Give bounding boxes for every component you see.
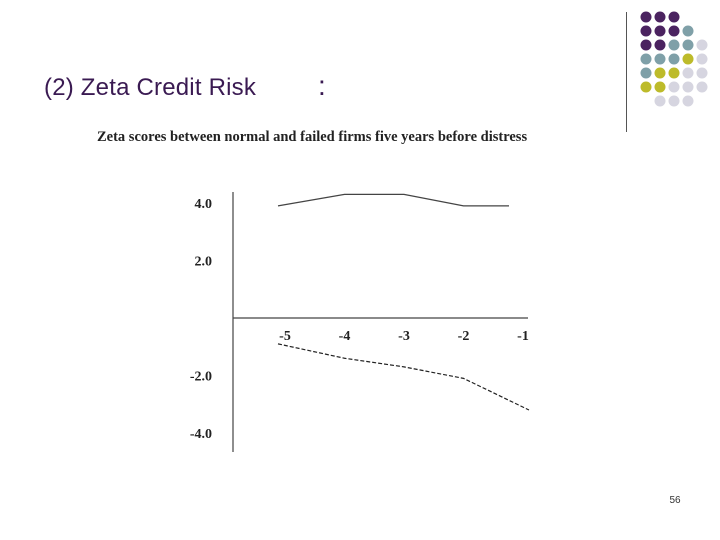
decor-dot — [640, 81, 652, 93]
decor-dot — [682, 67, 694, 79]
decor-vertical-rule — [626, 12, 627, 132]
y-tick-label: 4.0 — [195, 197, 213, 212]
decor-dot — [640, 11, 652, 23]
decor-dot — [696, 39, 708, 51]
x-tick-label: -4 — [339, 329, 351, 344]
decor-dot — [668, 25, 680, 37]
decor-dot — [654, 67, 666, 79]
decor-dot — [682, 39, 694, 51]
decor-dot — [668, 67, 680, 79]
x-tick-label: -3 — [398, 329, 410, 344]
decor-dot — [682, 95, 694, 107]
decor-dot — [668, 81, 680, 93]
x-tick-label: -1 — [517, 329, 529, 344]
decor-dot — [640, 53, 652, 65]
y-tick-labels: 4.0 2.0 -2.0 -4.0 — [190, 197, 212, 442]
decor-dot — [668, 95, 680, 107]
series-line-solid — [277, 193, 509, 207]
x-tick-label: -5 — [279, 329, 291, 344]
decor-dot — [668, 39, 680, 51]
decor-dot — [654, 11, 666, 23]
chart-title: Zeta scores between normal and failed fi… — [97, 129, 527, 145]
slide-title-colon: : — [318, 70, 326, 101]
decor-dot — [668, 11, 680, 23]
decor-dot — [640, 67, 652, 79]
y-tick-label: 2.0 — [195, 255, 213, 270]
decor-dot — [654, 25, 666, 37]
decor-dot — [654, 81, 666, 93]
series-lines — [277, 193, 530, 411]
decor-dot — [696, 81, 708, 93]
decor-dot — [696, 53, 708, 65]
decor-dot — [654, 53, 666, 65]
decor-dot — [682, 25, 694, 37]
slide-title: (2) Zeta Credit Risk — [44, 74, 257, 101]
y-tick-label: -4.0 — [190, 427, 212, 442]
decor-dot — [640, 25, 652, 37]
x-tick-label: -2 — [458, 329, 470, 344]
decor-dot — [668, 53, 680, 65]
y-tick-label: -2.0 — [190, 370, 212, 385]
decor-dot — [654, 95, 666, 107]
x-tick-labels: -5 -4 -3 -2 -1 — [279, 329, 529, 344]
decor-dot — [682, 81, 694, 93]
page-number: 56 — [669, 495, 681, 506]
decor-dot-grid — [640, 11, 708, 107]
decor-dot — [682, 53, 694, 65]
decor-dot — [696, 67, 708, 79]
series-line-dashed — [277, 343, 530, 411]
decor-dot — [640, 39, 652, 51]
decor-dot — [654, 39, 666, 51]
